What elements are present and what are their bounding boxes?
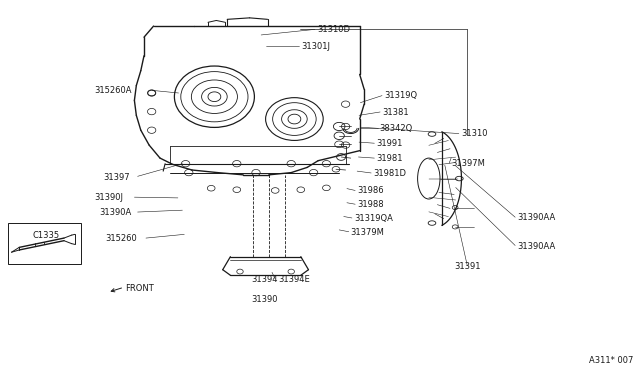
Text: 31390: 31390 [251,295,278,304]
Text: 31390A: 31390A [99,208,131,217]
Text: 31310D: 31310D [317,25,350,34]
Text: 31981D: 31981D [373,169,406,178]
Text: 31319QA: 31319QA [354,214,393,223]
Text: 31301J: 31301J [301,42,330,51]
FancyBboxPatch shape [8,223,81,264]
Text: 31379M: 31379M [351,228,385,237]
Text: 31394E: 31394E [278,275,310,284]
Text: 31397M: 31397M [451,159,485,168]
Text: 31991: 31991 [376,139,403,148]
Text: 315260A: 315260A [95,86,132,95]
Text: A311* 007: A311* 007 [589,356,634,365]
Text: 31390AA: 31390AA [517,214,556,222]
Text: 31319Q: 31319Q [384,92,417,100]
Text: 31390AA: 31390AA [517,242,556,251]
Text: 31394: 31394 [252,275,278,284]
Text: 31381: 31381 [382,108,409,117]
Text: 31310: 31310 [461,129,487,138]
Text: 31986: 31986 [357,186,384,195]
Text: 38342Q: 38342Q [380,124,413,133]
Text: 315260: 315260 [106,234,138,243]
Text: 31397: 31397 [104,173,131,182]
Text: 31390J: 31390J [95,193,124,202]
Text: 31988: 31988 [357,200,384,209]
Text: 31391: 31391 [454,262,481,271]
Text: 31981: 31981 [376,154,403,163]
Text: C1335: C1335 [33,231,60,240]
Text: FRONT: FRONT [125,284,154,293]
